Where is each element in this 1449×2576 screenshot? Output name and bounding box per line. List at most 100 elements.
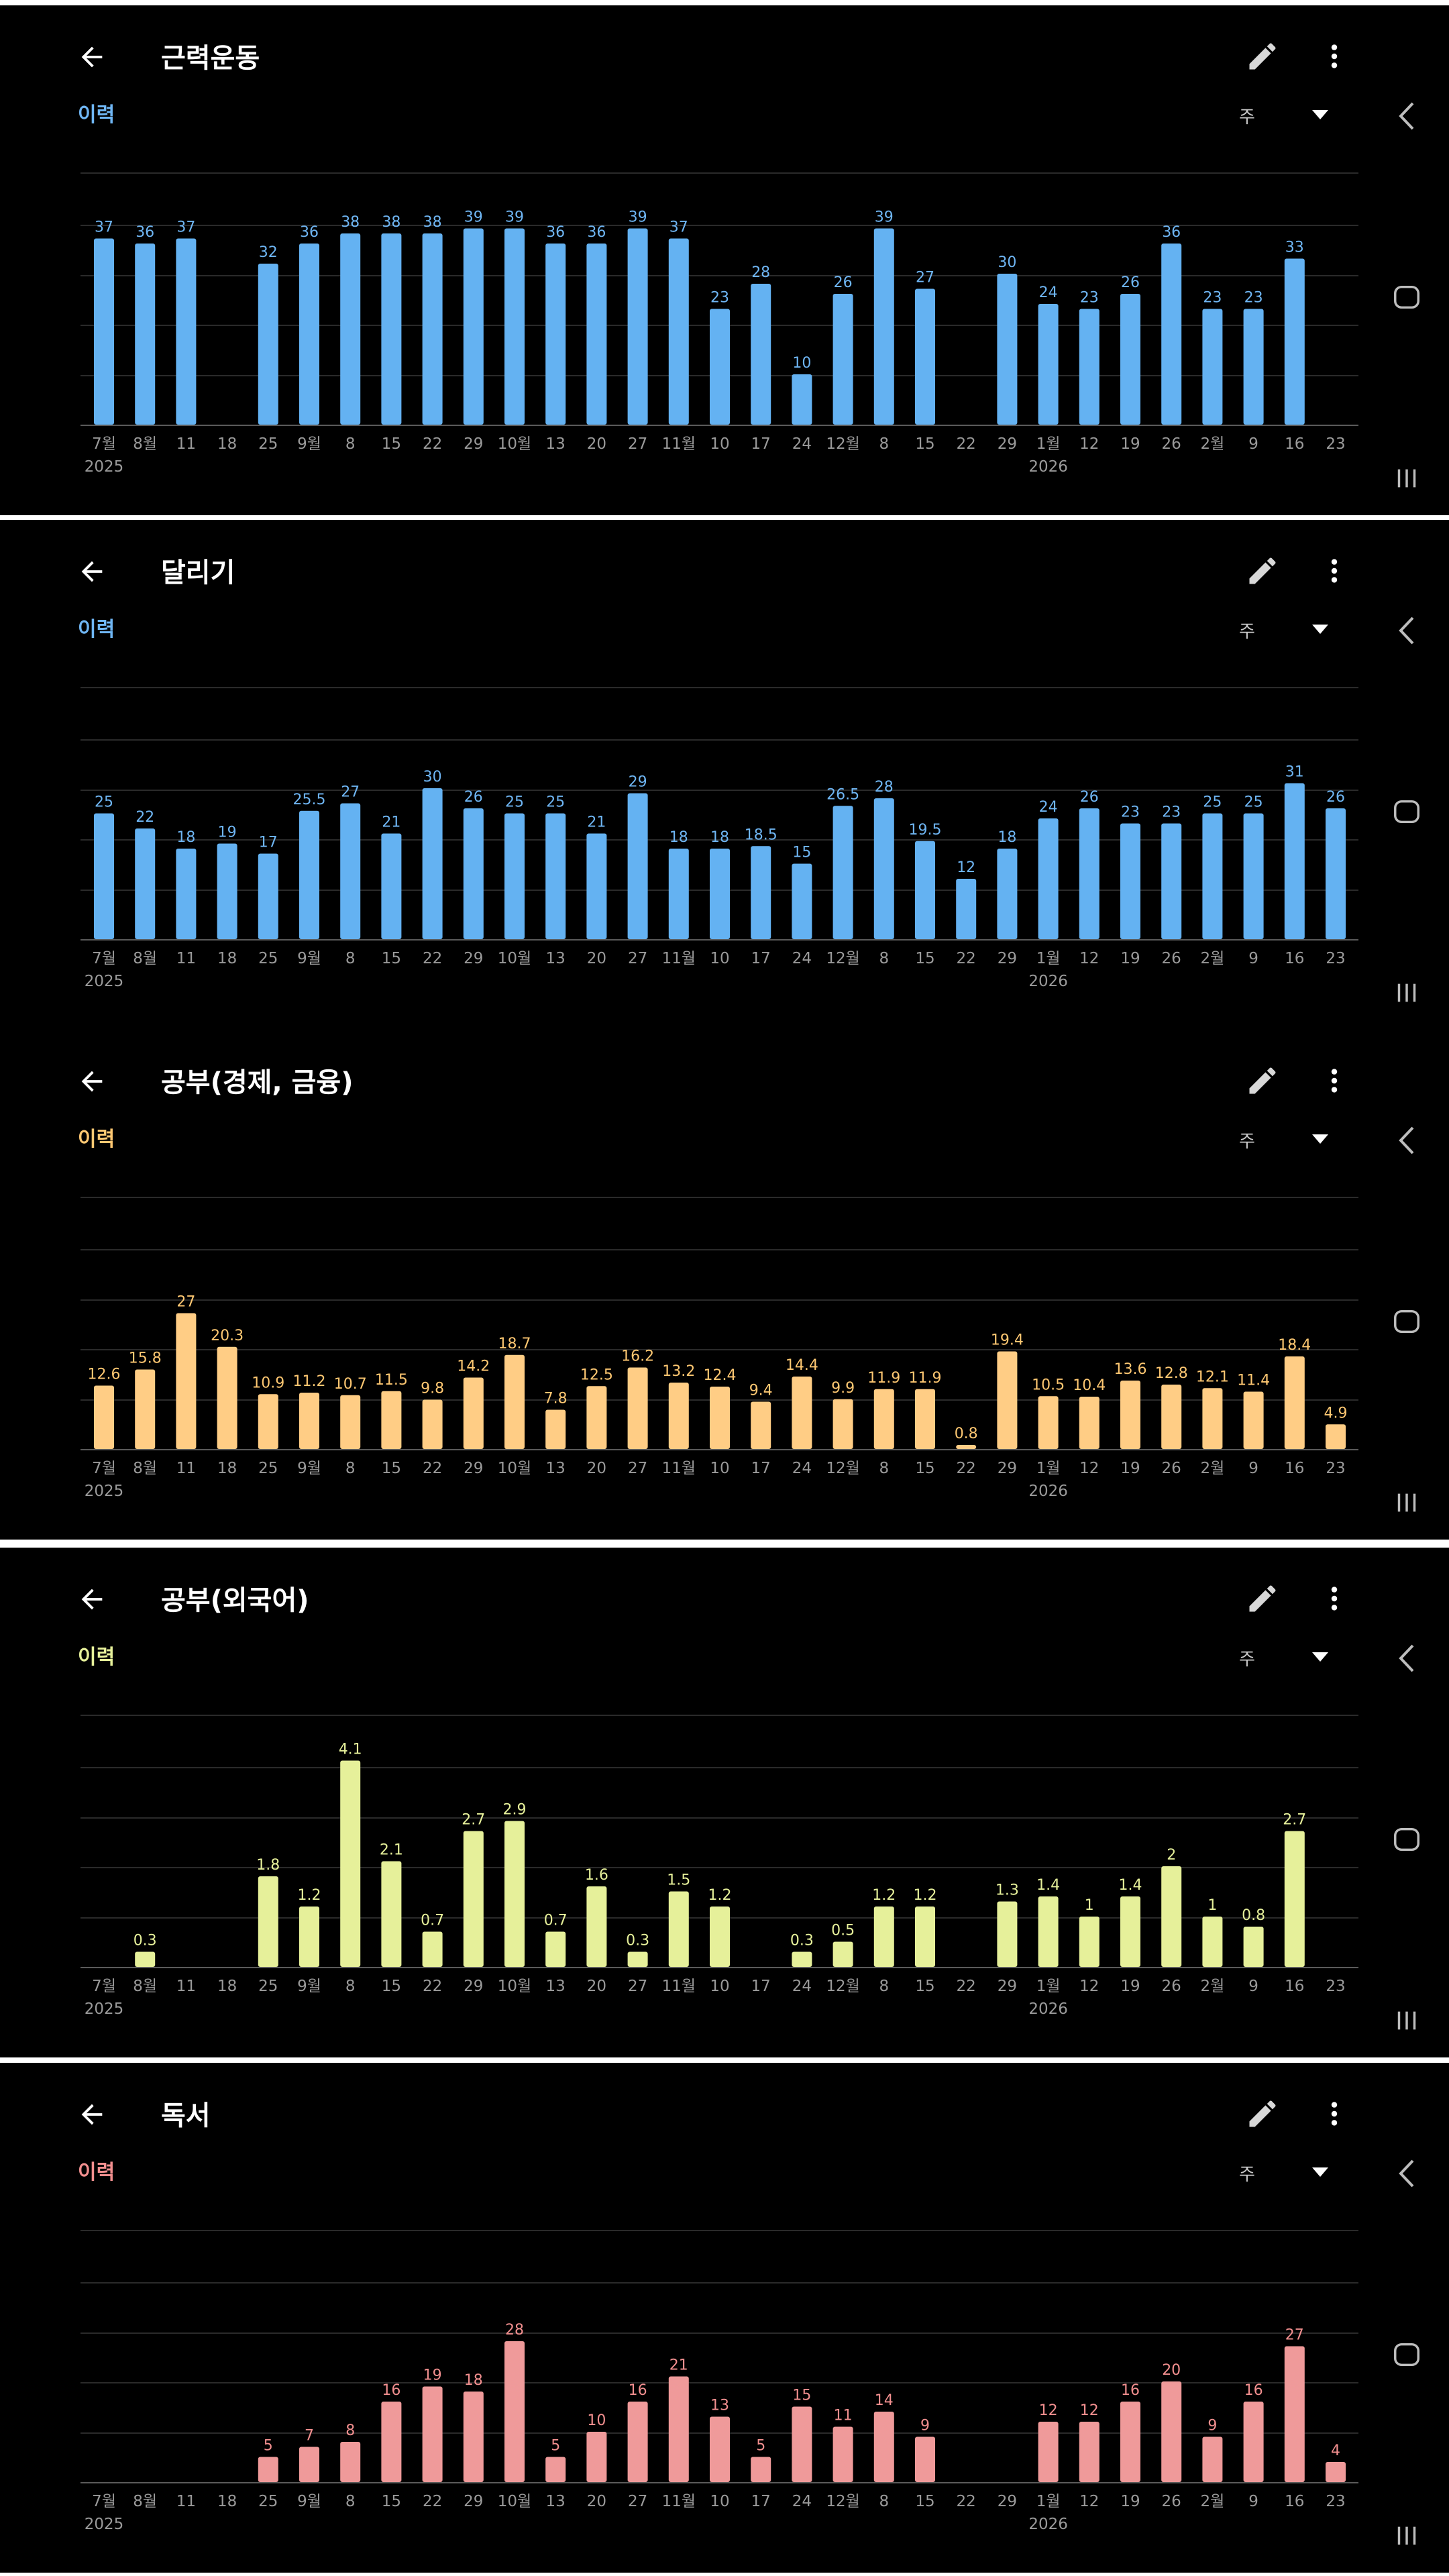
x-tick-label: 27 [628,2493,647,2510]
home-square-icon[interactable] [1391,796,1422,827]
chevron-left-icon[interactable] [1394,614,1421,647]
data-label: 28 [505,2322,524,2339]
back-button[interactable] [76,42,107,72]
chart-bar [997,274,1018,425]
data-label: 0.3 [133,1933,157,1949]
period-selector[interactable]: 주 [1239,1650,1255,1670]
history-label: 이력 [78,1128,115,1151]
chart-bar [504,1354,525,1449]
period-selector[interactable]: 주 [1239,107,1255,127]
page-title: 공부(외국어) [161,1585,309,1616]
period-selector[interactable]: 주 [1239,622,1255,642]
x-tick-label: 16 [1285,1978,1304,1995]
home-square-icon[interactable] [1391,1306,1422,1337]
pencil-icon[interactable] [1245,553,1280,588]
chart-bar [1038,818,1059,939]
data-label: 26 [464,789,483,806]
chevron-left-icon[interactable] [1394,1124,1421,1157]
recents-bars-icon[interactable] [1391,1487,1422,1518]
back-button[interactable] [76,2099,107,2130]
home-square-icon[interactable] [1391,282,1422,313]
pencil-icon[interactable] [1245,39,1280,74]
chevron-left-icon[interactable] [1394,1642,1421,1675]
x-tick-label: 15 [382,950,401,967]
chart-bar [1284,2346,1305,2482]
data-label: 36 [546,224,565,241]
data-label: 38 [423,214,442,231]
period-selector[interactable]: 주 [1239,2165,1255,2185]
x-tick-label: 8 [345,435,356,453]
more-vertical-icon[interactable] [1319,39,1350,74]
x-tick-label: 29 [998,1978,1017,1995]
caret-down-icon[interactable] [1307,105,1334,125]
chart-bar [94,813,114,939]
data-label: 25 [505,794,524,811]
back-button[interactable] [76,1584,107,1615]
x-tick-label: 2월 [1201,1978,1225,1995]
data-label: 1 [1085,1897,1094,1914]
chart-bar [94,238,114,425]
x-year-label: 2025 [85,1483,124,1500]
home-square-icon[interactable] [1391,2339,1422,2370]
recents-bars-icon[interactable] [1391,463,1422,494]
chart-bar [217,843,237,939]
chart-bar [258,2457,278,2482]
back-button[interactable] [76,1066,107,1097]
more-vertical-icon[interactable] [1319,2096,1350,2131]
chart-bar [873,228,894,425]
more-vertical-icon[interactable] [1319,1063,1350,1098]
chart-bar [340,803,361,939]
recents-bars-icon[interactable] [1391,2005,1422,2036]
data-label: 39 [464,209,483,226]
data-label: 2.7 [1283,1812,1306,1829]
chart-bar [710,1907,730,1967]
history-label: 이력 [78,618,115,641]
x-year-label: 2026 [1028,973,1068,990]
x-tick-label: 24 [792,435,812,453]
x-tick-label: 1월 [1036,1978,1061,1995]
chart-bar [1284,1831,1305,1967]
pencil-icon[interactable] [1245,2096,1280,2131]
more-vertical-icon[interactable] [1319,1581,1350,1616]
x-tick-label: 13 [546,435,566,453]
x-tick-label: 29 [998,435,1017,453]
period-selector[interactable]: 주 [1239,1132,1255,1152]
chart-bar [873,1389,894,1449]
x-tick-label: 25 [258,950,278,967]
caret-down-icon[interactable] [1307,1647,1334,1667]
chart-bar [833,806,853,939]
home-square-icon[interactable] [1391,1824,1422,1855]
data-label: 36 [587,224,606,241]
x-tick-label: 23 [1326,435,1345,453]
chart-bar [422,1399,443,1449]
pencil-icon[interactable] [1245,1063,1280,1098]
chart-bar [381,233,402,425]
recents-bars-icon[interactable] [1391,2520,1422,2551]
x-tick-label: 23 [1326,1978,1345,1995]
back-button[interactable] [76,556,107,587]
x-tick-label: 15 [915,2493,934,2510]
data-label: 24 [1039,284,1058,301]
data-label: 21 [382,814,400,831]
data-label: 1.6 [585,1867,608,1884]
caret-down-icon[interactable] [1307,2162,1334,2182]
chart-bar [873,1907,894,1967]
pencil-icon[interactable] [1245,1581,1280,1616]
x-tick-label: 10 [710,435,729,453]
caret-down-icon[interactable] [1307,1129,1334,1149]
data-label: 12 [957,859,975,876]
x-tick-label: 13 [546,2493,566,2510]
more-vertical-icon[interactable] [1319,553,1350,588]
chevron-left-icon[interactable] [1394,99,1421,133]
recents-bars-icon[interactable] [1391,977,1422,1008]
chart-bar [463,1831,484,1967]
x-tick-label: 18 [217,950,237,967]
data-label: 19.4 [991,1332,1024,1349]
caret-down-icon[interactable] [1307,619,1334,639]
x-tick-label: 2월 [1201,1460,1225,1477]
x-tick-label: 15 [915,1460,934,1477]
chevron-left-icon[interactable] [1394,2157,1421,2190]
chart-bar [997,1901,1018,1967]
data-label: 15 [792,2387,811,2404]
